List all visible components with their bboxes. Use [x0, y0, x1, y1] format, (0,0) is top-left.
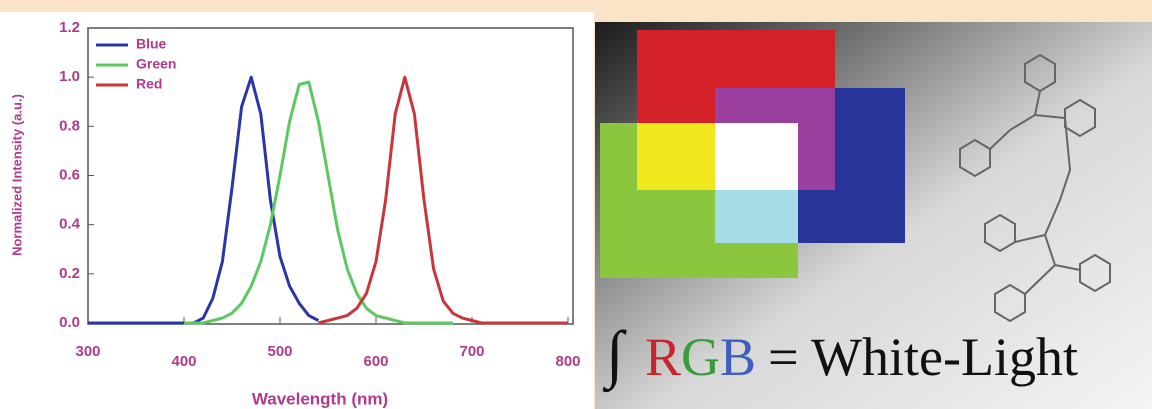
y-tick-label: 0.0: [59, 314, 80, 331]
x-tick-label: 700: [459, 343, 484, 360]
letter-r: R: [645, 327, 681, 387]
legend-label: Green: [136, 56, 176, 72]
x-tick-label: 600: [363, 353, 388, 370]
x-tick-label: 400: [171, 353, 196, 370]
series-line: [88, 75, 320, 325]
chart-panel: [0, 12, 594, 409]
integral-sign: ∫: [602, 318, 627, 393]
x-tick-label: 300: [75, 343, 100, 360]
x-axis-title: Wavelength (nm): [252, 389, 388, 408]
equation-text: RGB = White-Light: [645, 327, 1078, 387]
y-tick-label: 0.4: [59, 216, 81, 233]
letter-b: B: [720, 327, 756, 387]
equation-rest: = White-Light: [768, 327, 1078, 387]
y-tick-label: 1.0: [59, 68, 80, 85]
legend-label: Red: [136, 76, 162, 92]
y-tick-label: 0.6: [59, 166, 80, 183]
letter-g: G: [681, 327, 720, 387]
equation: ∫ RGB = White-Light: [602, 318, 1078, 393]
x-tick-label: 500: [267, 343, 292, 360]
molecule: [959, 53, 1111, 323]
x-tick-label: 800: [555, 353, 580, 370]
series-line: [318, 75, 568, 325]
y-tick-label: 0.2: [59, 265, 80, 282]
rgb-squares: [600, 30, 905, 278]
series-line: [184, 80, 453, 325]
y-tick-label: 0.8: [59, 117, 80, 134]
y-tick-label: 1.2: [59, 19, 80, 36]
legend-label: Blue: [136, 36, 167, 52]
y-axis-title: Normalized Intensity (a.u.): [9, 94, 24, 256]
